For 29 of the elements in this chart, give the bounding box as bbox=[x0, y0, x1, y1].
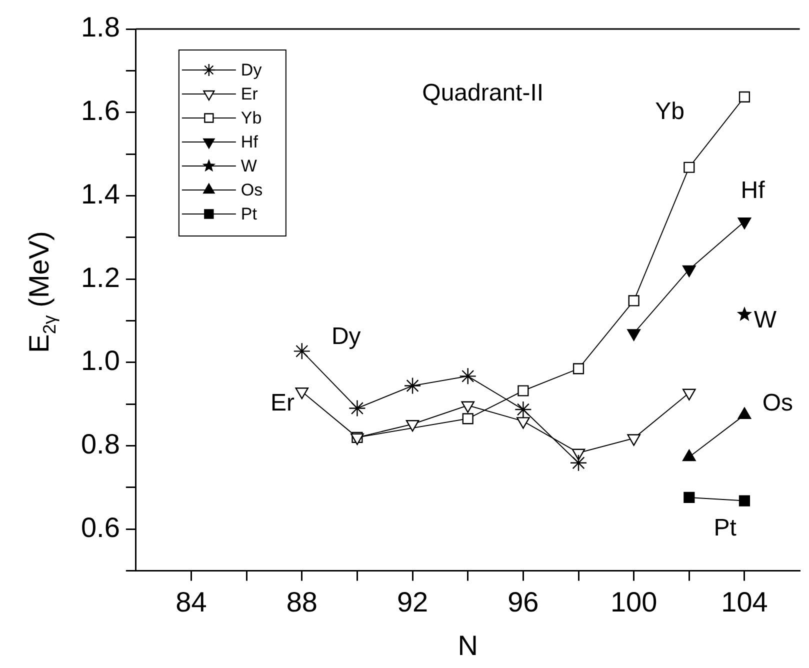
legend-label: Os bbox=[240, 180, 263, 200]
x-tick-label: 84 bbox=[176, 586, 207, 618]
x-tick-label: 88 bbox=[286, 586, 318, 618]
annotation: Dy bbox=[331, 323, 361, 350]
annotation: Yb bbox=[655, 98, 684, 125]
legend-label: Er bbox=[240, 84, 258, 104]
y-tick-label: 1.2 bbox=[80, 262, 120, 293]
legend-label: Pt bbox=[240, 204, 258, 224]
x-tick-label: 104 bbox=[721, 586, 768, 618]
legend-label: Hf bbox=[240, 132, 258, 152]
annotation: Er bbox=[270, 390, 295, 417]
y-tick-label: 1.4 bbox=[80, 178, 120, 210]
legend-label: W bbox=[240, 156, 257, 176]
annotation: Hf bbox=[740, 177, 766, 204]
annotation: W bbox=[754, 306, 777, 334]
annotation: Os bbox=[762, 390, 794, 417]
legend-label: Dy bbox=[240, 60, 262, 80]
y-tick-label: 1.6 bbox=[80, 95, 120, 126]
legend-label: Yb bbox=[240, 108, 262, 128]
y-tick-label: 0.8 bbox=[80, 428, 120, 460]
x-tick-label: 96 bbox=[508, 586, 539, 618]
x-tick-label: 100 bbox=[610, 586, 658, 618]
x-axis-title: N bbox=[458, 630, 478, 661]
annotation: Pt bbox=[714, 514, 737, 542]
y-tick-label: 1.0 bbox=[80, 345, 120, 376]
y-tick-label: 1.8 bbox=[80, 12, 120, 43]
x-tick-label: 92 bbox=[396, 586, 428, 618]
annotation: Quadrant-II bbox=[422, 80, 544, 107]
y-tick-label: 0.6 bbox=[80, 512, 120, 543]
